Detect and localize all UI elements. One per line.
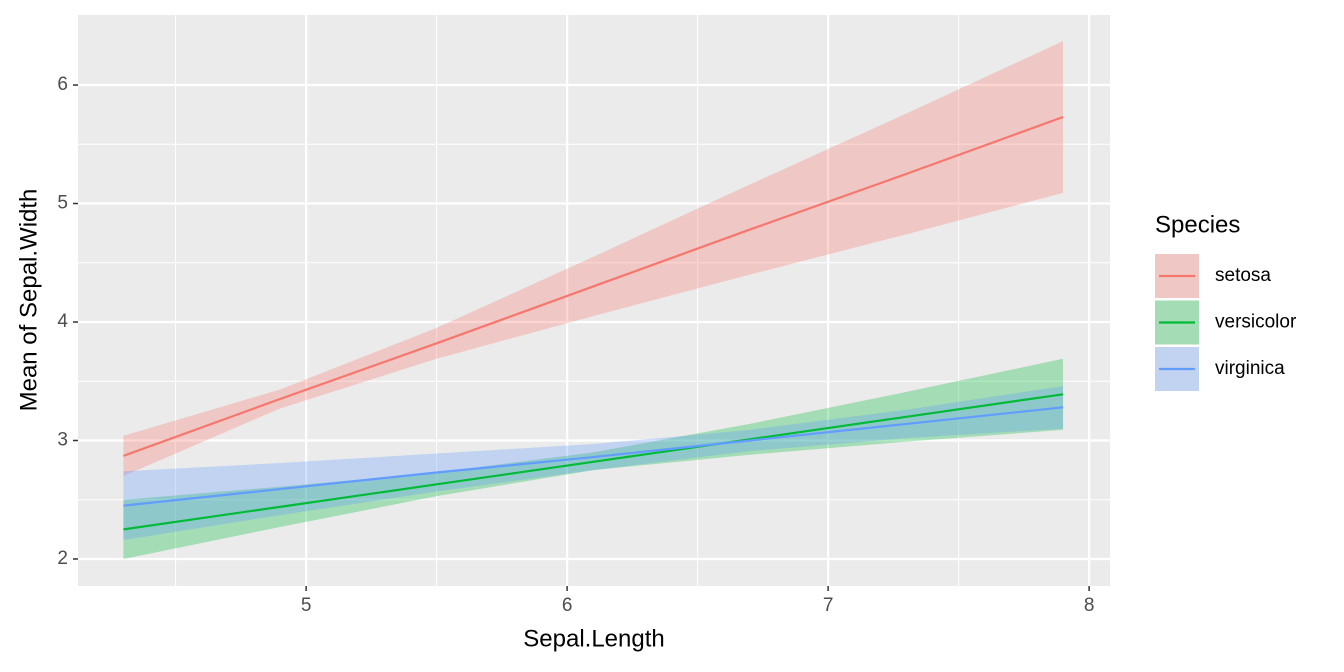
- legend-label: setosa: [1215, 265, 1271, 286]
- x-axis-title: Sepal.Length: [523, 625, 664, 652]
- legend-label: versicolor: [1215, 312, 1297, 333]
- x-tick-label: 5: [301, 595, 312, 616]
- panel: [78, 15, 1110, 586]
- ribbon: [123, 41, 1064, 477]
- fit-line: [123, 406, 1064, 507]
- legend-title: Species: [1155, 211, 1240, 238]
- ribbon: [123, 358, 1064, 559]
- legend-label: virginica: [1215, 358, 1285, 379]
- y-tick-label: 5: [57, 193, 68, 214]
- y-axis-title: Mean of Sepal.Width: [15, 189, 42, 412]
- x-tick-label: 8: [1084, 595, 1095, 616]
- y-tick-label: 6: [57, 74, 68, 95]
- x-tick-label: 7: [823, 595, 834, 616]
- y-tick-label: 2: [57, 548, 68, 569]
- ribbon: [123, 385, 1064, 541]
- x-tick-label: 6: [562, 595, 573, 616]
- fit-line: [123, 115, 1064, 457]
- y-tick-label: 3: [57, 430, 68, 451]
- fit-line: [123, 393, 1064, 531]
- y-tick-label: 4: [57, 311, 68, 332]
